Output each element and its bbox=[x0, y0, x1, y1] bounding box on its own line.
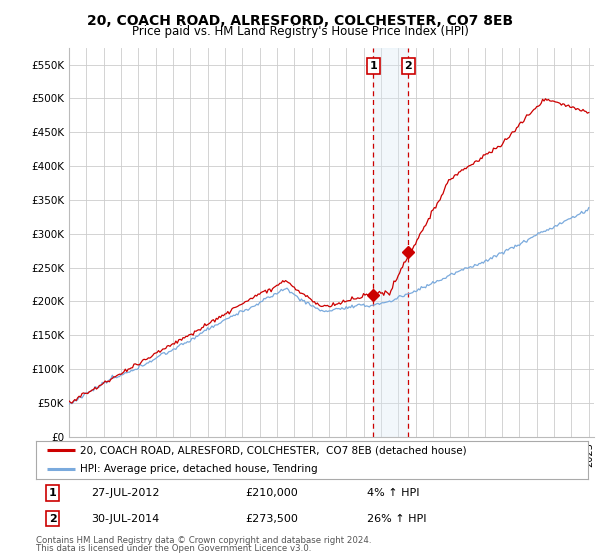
Text: 2: 2 bbox=[404, 61, 412, 71]
Text: This data is licensed under the Open Government Licence v3.0.: This data is licensed under the Open Gov… bbox=[36, 544, 311, 553]
Text: 30-JUL-2014: 30-JUL-2014 bbox=[91, 514, 160, 524]
Text: £273,500: £273,500 bbox=[246, 514, 299, 524]
Bar bbox=[373, 48, 408, 437]
Text: HPI: Average price, detached house, Tendring: HPI: Average price, detached house, Tend… bbox=[80, 464, 318, 474]
Text: 1: 1 bbox=[49, 488, 56, 498]
Text: £210,000: £210,000 bbox=[246, 488, 299, 498]
Text: 20, COACH ROAD, ALRESFORD, COLCHESTER, CO7 8EB: 20, COACH ROAD, ALRESFORD, COLCHESTER, C… bbox=[87, 14, 513, 28]
Text: 4% ↑ HPI: 4% ↑ HPI bbox=[367, 488, 420, 498]
Text: Price paid vs. HM Land Registry's House Price Index (HPI): Price paid vs. HM Land Registry's House … bbox=[131, 25, 469, 38]
Text: 27-JUL-2012: 27-JUL-2012 bbox=[91, 488, 160, 498]
Text: 26% ↑ HPI: 26% ↑ HPI bbox=[367, 514, 427, 524]
Text: 1: 1 bbox=[370, 61, 377, 71]
Text: 20, COACH ROAD, ALRESFORD, COLCHESTER,  CO7 8EB (detached house): 20, COACH ROAD, ALRESFORD, COLCHESTER, C… bbox=[80, 445, 467, 455]
Text: 2: 2 bbox=[49, 514, 56, 524]
Text: Contains HM Land Registry data © Crown copyright and database right 2024.: Contains HM Land Registry data © Crown c… bbox=[36, 536, 371, 545]
